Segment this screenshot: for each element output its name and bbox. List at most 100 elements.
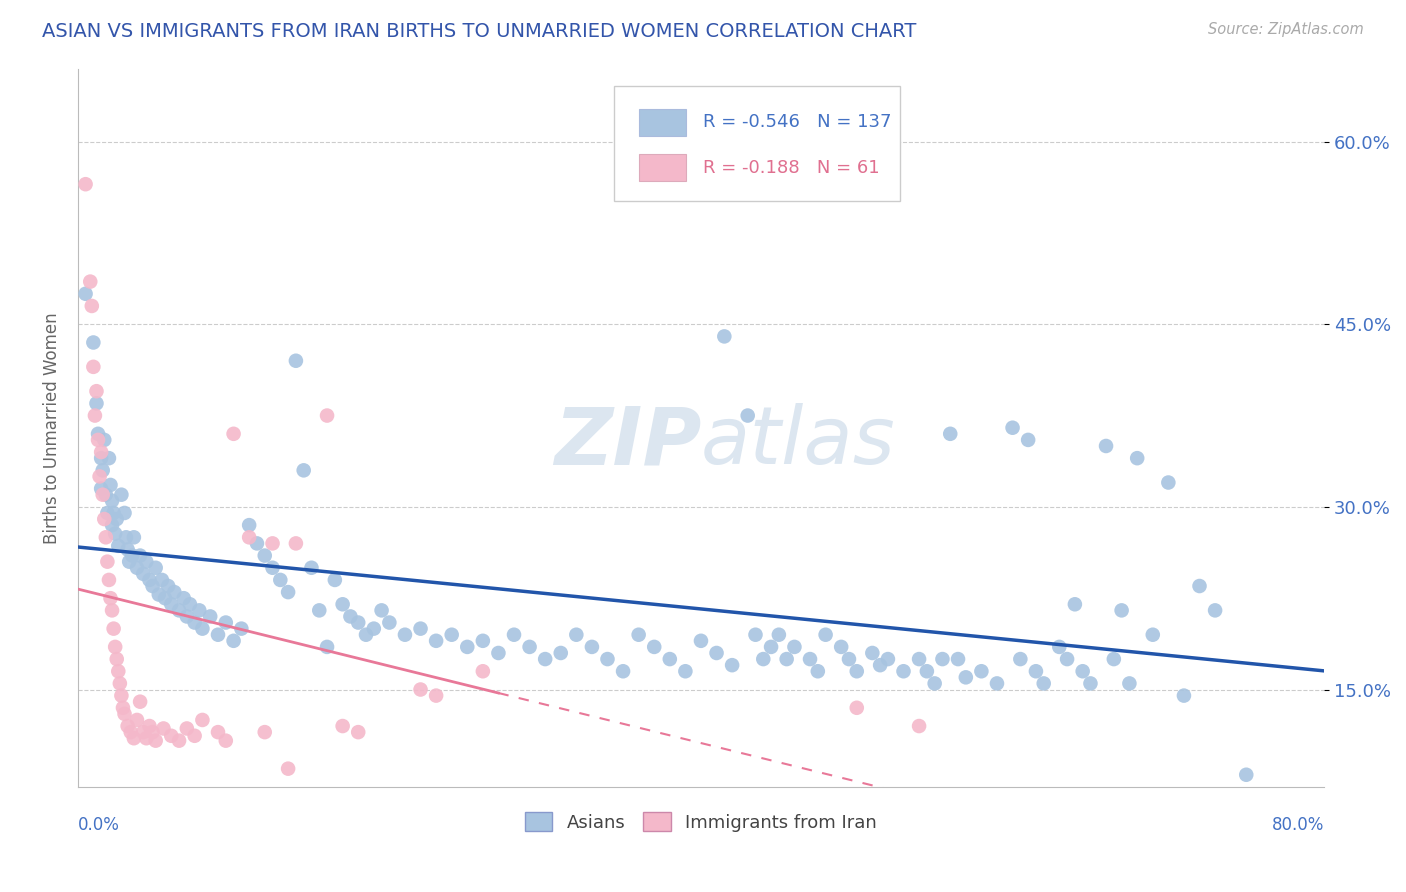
Point <box>1017 433 1039 447</box>
FancyBboxPatch shape <box>614 87 900 202</box>
Point <box>104 526 127 541</box>
Point <box>132 725 155 739</box>
Text: 0.0%: 0.0% <box>77 815 120 834</box>
Point <box>93 433 115 447</box>
Point <box>96 506 118 520</box>
Text: atlas: atlas <box>702 403 896 481</box>
Point <box>744 628 766 642</box>
Point <box>101 518 124 533</box>
Point <box>262 536 284 550</box>
Point <box>101 493 124 508</box>
Point <box>737 409 759 423</box>
Point <box>191 713 214 727</box>
Point <box>915 665 938 679</box>
Point <box>110 689 132 703</box>
Point <box>82 335 104 350</box>
Point <box>1063 597 1085 611</box>
Text: Source: ZipAtlas.com: Source: ZipAtlas.com <box>1208 22 1364 37</box>
Point <box>135 555 157 569</box>
Point <box>1126 451 1149 466</box>
Point <box>440 628 463 642</box>
Point <box>105 512 128 526</box>
Point <box>845 665 868 679</box>
Point <box>409 682 432 697</box>
Point <box>1204 603 1226 617</box>
Point <box>75 177 97 191</box>
Point <box>157 579 180 593</box>
Point <box>138 719 160 733</box>
Y-axis label: Births to Unmarried Women: Births to Unmarried Women <box>44 312 60 543</box>
Point <box>114 706 136 721</box>
Point <box>301 560 323 574</box>
Text: ZIP: ZIP <box>554 403 702 481</box>
Point <box>82 359 104 374</box>
Point <box>110 488 132 502</box>
Point <box>120 725 142 739</box>
Point <box>135 731 157 746</box>
Point <box>277 585 299 599</box>
Point <box>75 286 97 301</box>
Point <box>658 652 681 666</box>
Text: R = -0.546   N = 137: R = -0.546 N = 137 <box>703 113 891 131</box>
Point <box>114 506 136 520</box>
Point <box>673 665 696 679</box>
Point <box>869 658 891 673</box>
Point <box>138 573 160 587</box>
Point <box>1157 475 1180 490</box>
Point <box>238 530 260 544</box>
Point <box>118 555 141 569</box>
Point <box>173 591 195 606</box>
Point <box>188 603 211 617</box>
Point <box>111 700 134 714</box>
Point <box>316 640 339 654</box>
Point <box>1111 603 1133 617</box>
Point <box>347 725 370 739</box>
Point <box>690 633 713 648</box>
Point <box>117 719 139 733</box>
Point <box>107 665 129 679</box>
Point <box>370 603 392 617</box>
Point <box>122 731 145 746</box>
Point <box>90 482 112 496</box>
Point <box>253 725 276 739</box>
Point <box>471 665 494 679</box>
Point <box>207 725 229 739</box>
Point <box>284 536 307 550</box>
Point <box>176 609 198 624</box>
Point <box>643 640 665 654</box>
Point <box>108 676 131 690</box>
Point <box>167 603 190 617</box>
Point <box>1001 421 1024 435</box>
Point <box>378 615 401 630</box>
Point <box>91 488 114 502</box>
Point <box>1142 628 1164 642</box>
Point <box>94 530 117 544</box>
Text: ASIAN VS IMMIGRANTS FROM IRAN BIRTHS TO UNMARRIED WOMEN CORRELATION CHART: ASIAN VS IMMIGRANTS FROM IRAN BIRTHS TO … <box>42 22 917 41</box>
Point <box>1071 665 1094 679</box>
Point <box>1056 652 1078 666</box>
Point <box>89 469 111 483</box>
Point <box>148 588 170 602</box>
Point <box>565 628 588 642</box>
Point <box>596 652 619 666</box>
Point <box>347 615 370 630</box>
Point <box>519 640 541 654</box>
Point <box>721 658 744 673</box>
Point <box>86 396 108 410</box>
Point <box>776 652 799 666</box>
Point <box>160 597 183 611</box>
Point <box>893 665 915 679</box>
Point <box>253 549 276 563</box>
Point <box>409 622 432 636</box>
Point <box>179 597 201 611</box>
Point <box>503 628 526 642</box>
Point <box>1095 439 1118 453</box>
Point <box>129 695 152 709</box>
Point <box>222 633 245 648</box>
Point <box>814 628 837 642</box>
FancyBboxPatch shape <box>638 109 686 136</box>
Point <box>986 676 1008 690</box>
Point <box>277 762 299 776</box>
Point <box>363 622 385 636</box>
Point <box>142 579 165 593</box>
